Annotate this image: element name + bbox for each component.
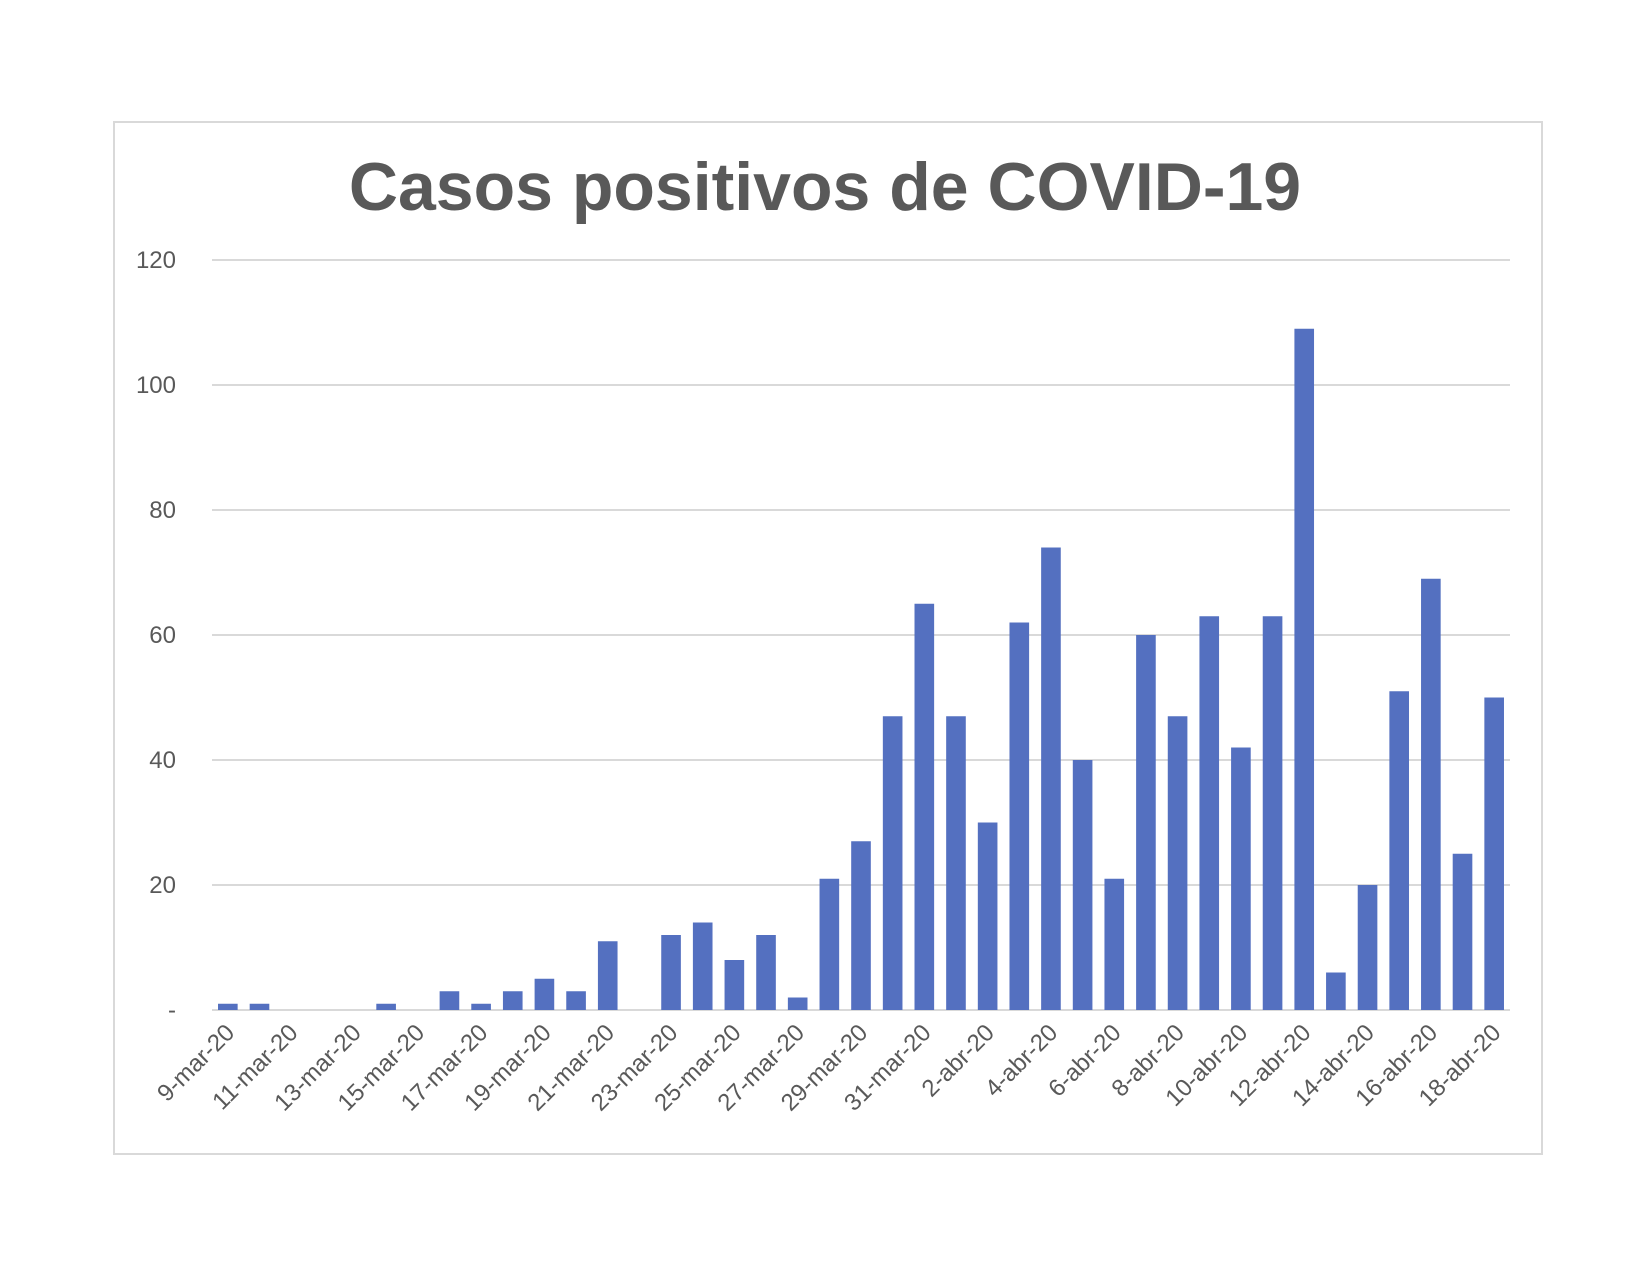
bar-5-abr-20 [1072,760,1093,1010]
bar-14-mar-20 [376,1003,396,1010]
bar-17-mar-20 [471,1003,491,1010]
bar-29-mar-20 [851,841,871,1010]
y-tick-label: - [168,997,176,1024]
y-tick-label: 40 [149,747,176,774]
bar-12-abr-20 [1294,328,1315,1010]
bar-15-abr-20 [1389,691,1410,1010]
bar-18-mar-20 [502,991,523,1010]
bar-31-mar-20 [914,603,935,1010]
bar-16-mar-20 [439,991,460,1010]
bar-21-mar-20 [597,941,618,1010]
bar-17-abr-20 [1452,853,1473,1010]
bar-9-abr-20 [1199,616,1220,1010]
bar-10-mar-20 [249,1003,270,1010]
bar-23-mar-20 [661,935,681,1010]
bar-24-mar-20 [692,922,713,1010]
bar-27-mar-20 [787,997,808,1010]
chart-title: Casos positivos de COVID-19 [348,149,1302,225]
bar-25-mar-20 [724,960,745,1010]
bar-3-abr-20 [1009,622,1030,1010]
bar-30-mar-20 [882,716,903,1010]
y-tick-label: 60 [149,622,176,649]
bar-18-abr-20 [1484,697,1504,1010]
y-tick-label: 80 [149,497,176,524]
bar-9-mar-20 [218,1003,238,1010]
bar-2-abr-20 [977,822,998,1010]
bar-6-abr-20 [1104,878,1125,1010]
bar-10-abr-20 [1231,747,1251,1010]
bar-11-abr-20 [1262,616,1283,1010]
y-tick-label: 100 [136,372,176,399]
bar-14-abr-20 [1357,885,1378,1010]
bar-8-abr-20 [1167,716,1188,1010]
bar-1-abr-20 [946,716,966,1010]
bar-28-mar-20 [819,878,840,1010]
bar-20-mar-20 [566,991,586,1010]
bar-19-mar-20 [534,978,555,1010]
bar-26-mar-20 [756,935,776,1010]
y-tick-label: 120 [136,247,176,274]
bar-7-abr-20 [1136,635,1156,1010]
y-tick-label: 20 [149,872,176,899]
bar-13-abr-20 [1326,972,1346,1010]
bar-4-abr-20 [1041,547,1061,1010]
bar-16-abr-20 [1421,578,1441,1010]
